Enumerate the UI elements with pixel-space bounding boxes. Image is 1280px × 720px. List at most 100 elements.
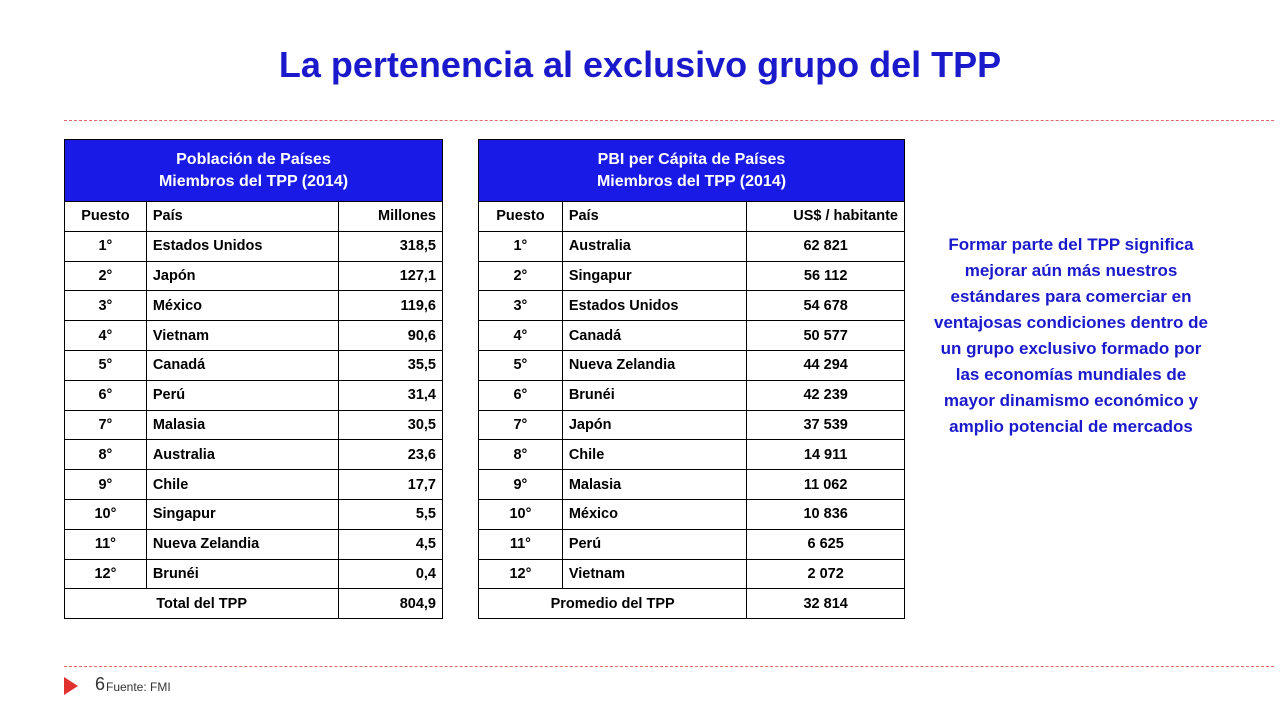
average-label: Promedio del TPP	[477, 588, 748, 620]
table-row: 8° Chile 14 911	[478, 439, 905, 471]
table-row: 6° Perú 31,4	[64, 379, 443, 411]
value-cell: 62 821	[746, 230, 905, 262]
rank-cell: 10°	[478, 498, 563, 530]
column-header-millions: Millones	[338, 201, 443, 232]
total-value: 804,9	[338, 588, 443, 620]
average-value: 32 814	[746, 588, 905, 620]
country-cell: Chile	[561, 439, 748, 471]
total-row: Promedio del TPP 32 814	[477, 588, 905, 620]
column-header-rank: Puesto	[64, 201, 147, 232]
slide-title: La pertenencia al exclusivo grupo del TP…	[278, 44, 1002, 85]
value-cell: 5,5	[338, 498, 443, 530]
rank-cell: 9°	[478, 469, 563, 500]
country-cell: Estados Unidos	[561, 290, 748, 322]
table-row: 2° Singapur 56 112	[478, 260, 905, 292]
table-row: 2° Japón 127,1	[64, 260, 443, 292]
value-cell: 127,1	[338, 260, 443, 292]
total-row: Total del TPP 804,9	[63, 588, 443, 620]
table-row: 3° México 119,6	[64, 290, 443, 322]
column-header-usd-per-inhabitant: US$ / habitante	[746, 201, 905, 232]
gdp-per-capita-table: PBI per Cápita de Países Miembros del TP…	[477, 139, 905, 620]
value-cell: 10 836	[746, 498, 905, 530]
page-number: 6	[95, 674, 106, 694]
column-header-rank: Puesto	[478, 201, 563, 232]
rank-cell: 4°	[478, 320, 563, 351]
table-row: 6° Brunéi 42 239	[478, 379, 905, 411]
country-cell: Perú	[561, 528, 748, 560]
caption-line-1: Población de Países	[176, 150, 331, 168]
country-cell: Japón	[145, 260, 340, 292]
rank-cell: 1°	[64, 230, 147, 262]
country-cell: Nueva Zelandia	[145, 528, 340, 560]
gdp-table-caption: PBI per Cápita de Países Miembros del TP…	[478, 139, 905, 202]
country-cell: Canadá	[561, 320, 748, 351]
rank-cell: 8°	[64, 439, 147, 471]
table-row: 4° Canadá 50 577	[478, 320, 905, 351]
caption-line-1: PBI per Cápita de Países	[597, 150, 786, 168]
rank-cell: 4°	[64, 320, 147, 351]
value-cell: 90,6	[338, 320, 443, 351]
table-row: 9° Chile 17,7	[64, 469, 443, 500]
value-cell: 42 239	[746, 379, 905, 411]
country-cell: Estados Unidos	[145, 230, 340, 262]
table-row: 10° Singapur 5,5	[64, 498, 443, 530]
rank-cell: 2°	[64, 260, 147, 292]
caption-line-2: Miembros del TPP (2014)	[158, 172, 349, 190]
rank-cell: 7°	[64, 409, 147, 441]
country-cell: Malasia	[561, 469, 748, 500]
rank-cell: 10°	[64, 498, 147, 530]
rank-cell: 3°	[478, 290, 563, 322]
rank-cell: 2°	[478, 260, 563, 292]
country-cell: Canadá	[145, 349, 340, 381]
country-cell: Chile	[145, 469, 340, 500]
value-cell: 2 072	[746, 558, 905, 590]
table-row: 5° Canadá 35,5	[64, 349, 443, 381]
value-cell: 0,4	[338, 558, 443, 590]
value-cell: 56 112	[746, 260, 905, 292]
table-row: 11° Perú 6 625	[478, 528, 905, 560]
country-cell: México	[145, 290, 340, 322]
value-cell: 37 539	[746, 409, 905, 441]
table-row: 7° Japón 37 539	[478, 409, 905, 441]
rank-cell: 5°	[478, 349, 563, 381]
country-cell: Australia	[145, 439, 340, 471]
rank-cell: 9°	[64, 469, 147, 500]
column-header-country: País	[145, 201, 340, 232]
rank-cell: 12°	[478, 558, 563, 590]
country-cell: Japón	[561, 409, 748, 441]
table-row: 11° Nueva Zelandia 4,5	[64, 528, 443, 560]
value-cell: 54 678	[746, 290, 905, 322]
country-cell: Nueva Zelandia	[561, 349, 748, 381]
value-cell: 35,5	[338, 349, 443, 381]
country-cell: Malasia	[145, 409, 340, 441]
table-row: 5° Nueva Zelandia 44 294	[478, 349, 905, 381]
country-cell: Brunéi	[145, 558, 340, 590]
table-row: 10° México 10 836	[478, 498, 905, 530]
table-row: 8° Australia 23,6	[64, 439, 443, 471]
caption-line-2: Miembros del TPP (2014)	[596, 172, 787, 190]
rank-cell: 11°	[64, 528, 147, 560]
total-label: Total del TPP	[63, 588, 340, 620]
country-cell: Perú	[145, 379, 340, 411]
country-cell: Australia	[561, 230, 748, 262]
value-cell: 31,4	[338, 379, 443, 411]
country-cell: Brunéi	[561, 379, 748, 411]
value-cell: 17,7	[338, 469, 443, 500]
value-cell: 44 294	[746, 349, 905, 381]
table-row: 1° Estados Unidos 318,5	[64, 230, 443, 262]
rank-cell: 8°	[478, 439, 563, 471]
value-cell: 50 577	[746, 320, 905, 351]
table-row: 12° Vietnam 2 072	[478, 558, 905, 590]
rank-cell: 7°	[478, 409, 563, 441]
population-table-caption: Población de Países Miembros del TPP (20…	[64, 139, 443, 202]
value-cell: 318,5	[338, 230, 443, 262]
rank-cell: 6°	[478, 379, 563, 411]
table-row: 1° Australia 62 821	[478, 230, 905, 262]
country-cell: Vietnam	[561, 558, 748, 590]
value-cell: 6 625	[746, 528, 905, 560]
value-cell: 11 062	[746, 469, 905, 500]
rank-cell: 5°	[64, 349, 147, 381]
column-header-country: País	[561, 201, 748, 232]
bottom-divider	[64, 666, 1274, 667]
rank-cell: 6°	[64, 379, 147, 411]
